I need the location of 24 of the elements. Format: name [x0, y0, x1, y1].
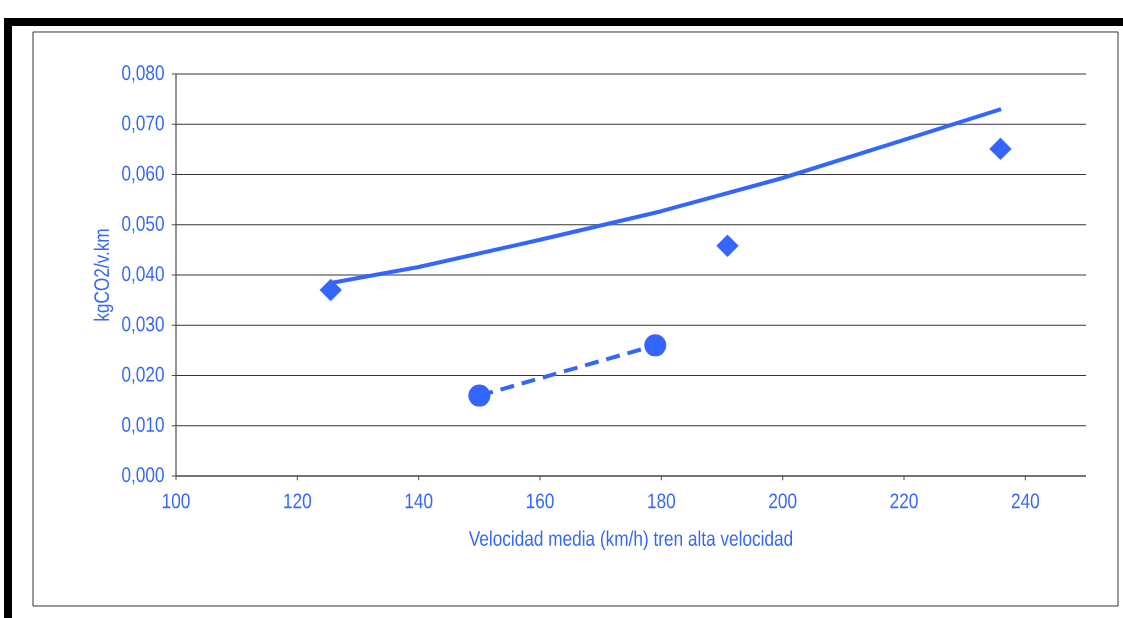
point	[468, 384, 491, 407]
y-axis-title: kgCO2/v.km	[93, 229, 114, 321]
point	[716, 234, 739, 258]
x-tick-label: 240	[1011, 493, 1040, 509]
x-tick-label: 120	[284, 493, 312, 509]
y-tick-label: 0,020	[122, 366, 164, 385]
x-axis-title: Velocidad media (km/h) tren alta velocidad	[468, 530, 793, 551]
x-tick-label: 100	[162, 493, 190, 509]
y-tick-label: 0,010	[122, 417, 164, 435]
y-tick-label: 0,030	[122, 316, 164, 334]
point	[989, 137, 1012, 161]
point	[319, 278, 342, 302]
x-tick-label: 160	[526, 493, 554, 509]
x-tick-label: 220	[890, 493, 918, 509]
x-tick-label: 180	[648, 493, 676, 509]
y-tick-label: 0,000	[122, 467, 164, 485]
y-tick-label: 0,050	[122, 216, 164, 234]
y-tick-label: 0,060	[122, 165, 164, 184]
point	[644, 334, 667, 357]
x-tick-label: 200	[769, 493, 797, 509]
y-tick-label: 0,070	[122, 115, 164, 133]
y-tick-label: 0,040	[122, 266, 164, 284]
y-tick-label: 0,080	[122, 65, 164, 83]
x-tick-label: 140	[405, 493, 433, 509]
